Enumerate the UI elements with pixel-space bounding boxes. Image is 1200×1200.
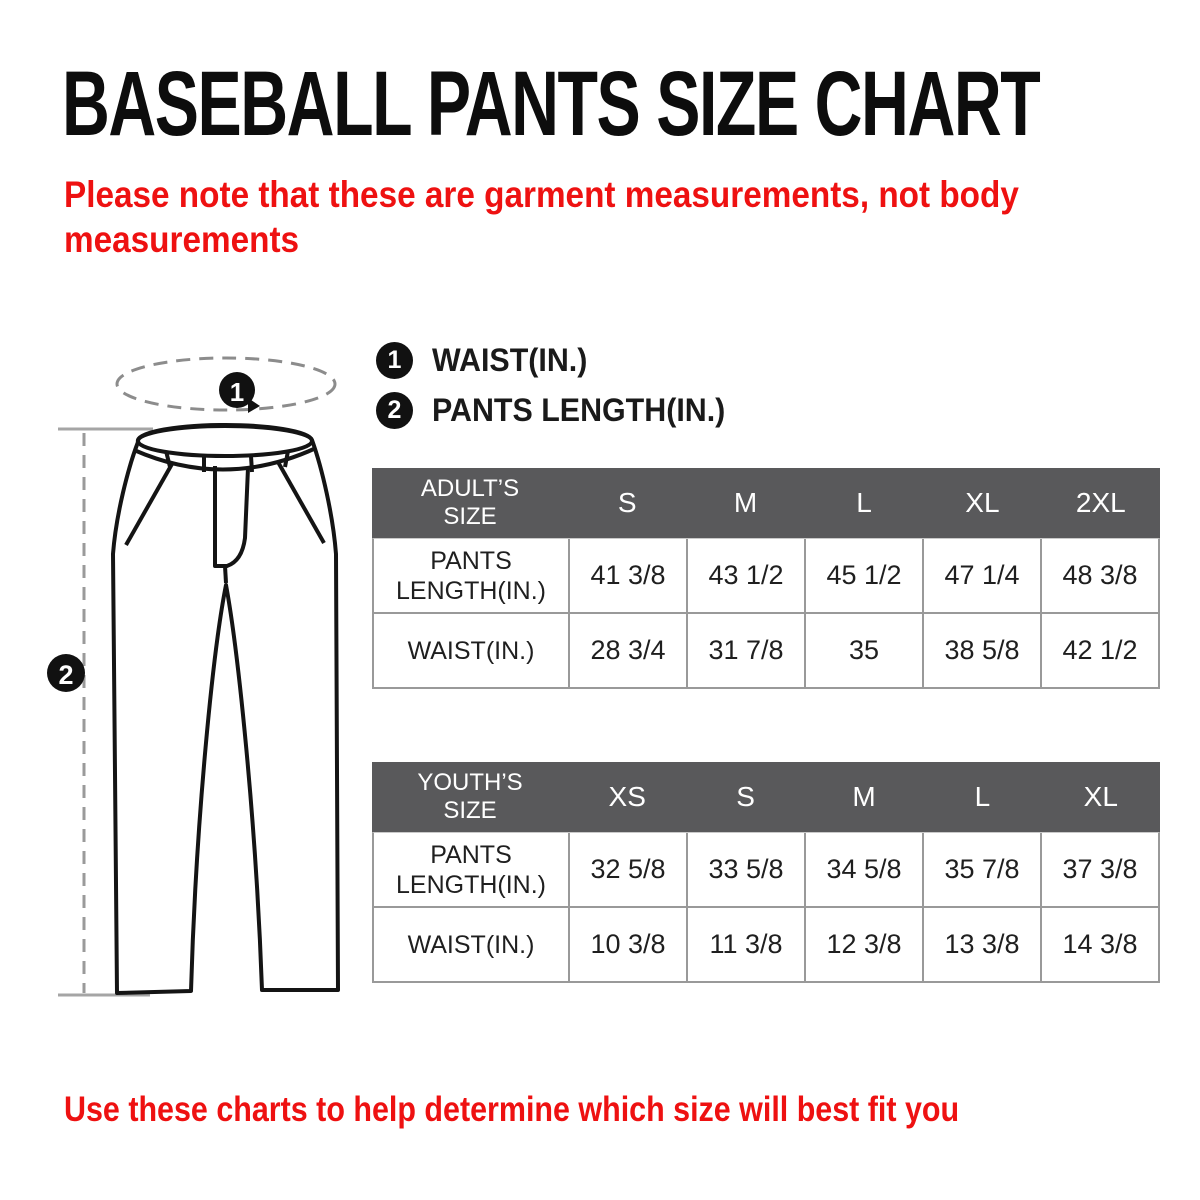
table-row: PANTS LENGTH(IN.) 41 3/8 43 1/2 45 1/2 4… xyxy=(374,539,1158,614)
adult-table-title: ADULT’S SIZE xyxy=(420,474,520,530)
legend-1-badge: 1 xyxy=(376,342,413,379)
adult-pants-length-l: 45 1/2 xyxy=(804,539,922,612)
adult-pants-length-m: 43 1/2 xyxy=(686,539,804,612)
adult-waist-label: WAIST(IN.) xyxy=(407,636,535,665)
marker-1-badge xyxy=(219,372,255,408)
adult-pants-length-xl: 47 1/4 xyxy=(922,539,1040,612)
youth-pants-length-m: 34 5/8 xyxy=(804,833,922,906)
waistband-seam xyxy=(133,446,317,472)
waist-opening xyxy=(136,424,314,458)
legend-item-pants-length: 2 PANTS LENGTH(IN.) xyxy=(376,392,741,429)
adult-table-header: ADULT’S SIZE S M L XL 2XL xyxy=(372,468,1160,538)
youth-pants-length-xs: 32 5/8 xyxy=(568,833,686,906)
crotch-seam xyxy=(223,565,228,584)
table-row: WAIST(IN.) 28 3/4 31 7/8 35 38 5/8 42 1/… xyxy=(374,614,1158,687)
marker-2-number: 2 xyxy=(58,660,73,690)
youth-col-l: L xyxy=(974,781,991,812)
adult-pants-length-label: PANTS LENGTH(IN.) xyxy=(396,546,546,605)
youth-waist-m: 12 3/8 xyxy=(804,908,922,981)
youth-size-table: YOUTH’S SIZE XS S M L XL PANTS LENGTH(IN… xyxy=(372,762,1160,983)
adult-pants-length-2xl: 48 3/8 xyxy=(1040,539,1158,612)
adult-col-xl: XL xyxy=(965,487,1000,518)
adult-waist-l: 35 xyxy=(804,614,922,687)
youth-pants-length-xl: 37 3/8 xyxy=(1040,833,1158,906)
fit-advice-footer: Use these charts to help determine which… xyxy=(64,1090,960,1129)
adult-waist-s: 28 3/4 xyxy=(568,614,686,687)
waist-measure-ellipse xyxy=(115,356,337,412)
adult-col-2xl: 2XL xyxy=(1075,487,1126,518)
belt-loops xyxy=(164,450,290,473)
garment-measurement-note: Please note that these are garment measu… xyxy=(64,174,1019,261)
adult-size-table: ADULT’S SIZE S M L XL 2XL PANTS LENGTH(I… xyxy=(372,468,1160,689)
youth-pants-length-s: 33 5/8 xyxy=(686,833,804,906)
legend-item-waist: 1 WAIST(IN.) xyxy=(376,342,741,379)
youth-col-m: M xyxy=(852,781,876,812)
youth-waist-label: WAIST(IN.) xyxy=(407,930,535,959)
table-row: PANTS LENGTH(IN.) 32 5/8 33 5/8 34 5/8 3… xyxy=(374,833,1158,908)
arrow-icon xyxy=(248,398,260,413)
youth-table-title: YOUTH’S SIZE xyxy=(417,768,523,824)
adult-col-m: M xyxy=(733,487,758,518)
pants-diagram: 1 2 xyxy=(47,356,340,997)
marker-1-number: 1 xyxy=(230,377,244,407)
youth-pants-length-label: PANTS LENGTH(IN.) xyxy=(396,840,546,899)
adult-col-s: S xyxy=(617,487,637,518)
youth-table-header: YOUTH’S SIZE XS S M L XL xyxy=(372,762,1160,832)
left-pocket-line xyxy=(124,463,174,546)
legend-waist-label: WAIST(IN.) xyxy=(432,342,588,378)
table-row: WAIST(IN.) 10 3/8 11 3/8 12 3/8 13 3/8 1… xyxy=(374,908,1158,981)
youth-waist-xs: 10 3/8 xyxy=(568,908,686,981)
page-title: BASEBALL PANTS SIZE CHART xyxy=(62,53,1041,155)
youth-col-xl: XL xyxy=(1083,781,1118,812)
measurement-legend: 1 WAIST(IN.) 2 PANTS LENGTH(IN.) xyxy=(376,342,741,442)
right-pocket-line xyxy=(276,461,326,544)
adult-waist-2xl: 42 1/2 xyxy=(1040,614,1158,687)
marker-2-badge xyxy=(47,654,85,692)
youth-waist-s: 11 3/8 xyxy=(686,908,804,981)
youth-pants-length-l: 35 7/8 xyxy=(922,833,1040,906)
adult-col-l: L xyxy=(856,487,872,518)
youth-col-s: S xyxy=(736,781,755,812)
adult-waist-xl: 38 5/8 xyxy=(922,614,1040,687)
adult-table-body: PANTS LENGTH(IN.) 41 3/8 43 1/2 45 1/2 4… xyxy=(372,538,1160,689)
youth-waist-l: 13 3/8 xyxy=(922,908,1040,981)
legend-pants-length-label: PANTS LENGTH(IN.) xyxy=(432,392,726,428)
adult-waist-m: 31 7/8 xyxy=(686,614,804,687)
adult-pants-length-s: 41 3/8 xyxy=(568,539,686,612)
youth-table-body: PANTS LENGTH(IN.) 32 5/8 33 5/8 34 5/8 3… xyxy=(372,832,1160,983)
fly-line xyxy=(213,466,250,568)
youth-col-xs: XS xyxy=(608,781,646,812)
legend-2-badge: 2 xyxy=(376,392,413,429)
youth-waist-xl: 14 3/8 xyxy=(1040,908,1158,981)
